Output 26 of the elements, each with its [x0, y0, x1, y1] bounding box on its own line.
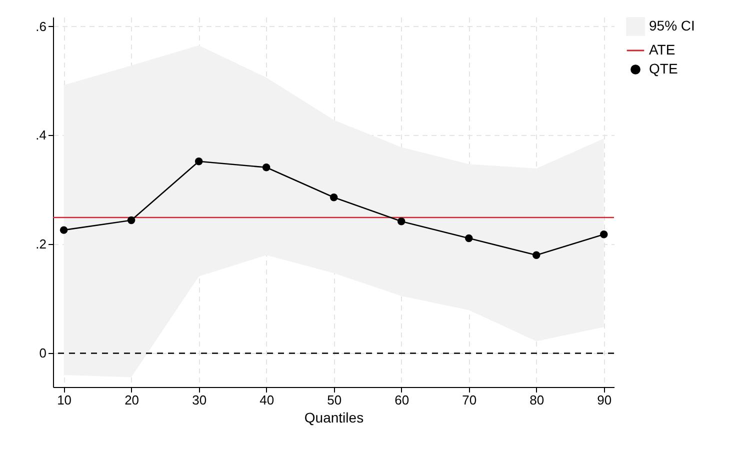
point	[194, 158, 203, 166]
legend-label: ATE	[649, 42, 676, 58]
point	[127, 216, 136, 224]
point	[262, 164, 270, 172]
y-tick-label: .4	[36, 128, 46, 143]
point	[330, 194, 338, 202]
point	[600, 230, 608, 238]
point	[60, 226, 68, 234]
y-tick-label: .2	[36, 236, 46, 252]
x-tick-label: 20	[124, 392, 140, 408]
x-tick-label: 40	[260, 392, 274, 408]
x-tick-label: 90	[597, 392, 612, 408]
x-tick-label: 80	[530, 392, 544, 408]
point	[532, 251, 540, 259]
y-tick-label: .6	[36, 18, 46, 34]
legend-label: 95% CI	[649, 18, 695, 34]
x-axis-title: Quantiles	[304, 410, 364, 426]
x-tick-label: 30	[192, 392, 207, 408]
x-tick-label: 50	[327, 392, 342, 408]
x-tick-label: 10	[57, 392, 72, 408]
x-tick-label: 70	[462, 392, 477, 408]
x-tick-label: 60	[394, 392, 410, 408]
point	[397, 217, 406, 226]
y-tick-label: 0	[39, 346, 46, 361]
point	[464, 234, 473, 242]
legend-label: QTE	[649, 60, 678, 76]
